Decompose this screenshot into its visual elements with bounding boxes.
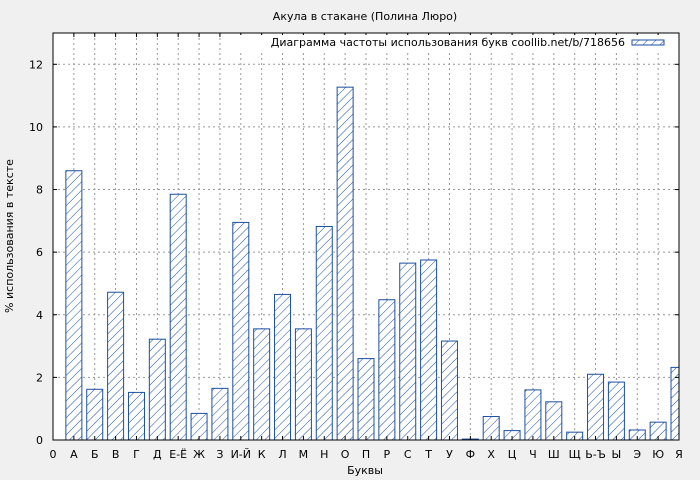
bar	[65, 170, 83, 441]
x-tick-label: Щ	[569, 448, 581, 461]
y-tick-label: 10	[29, 121, 43, 134]
bar	[274, 293, 292, 441]
bar	[148, 338, 166, 441]
x-tick-label: Ш	[548, 448, 560, 461]
y-tick-label: 2	[36, 371, 43, 384]
bar	[399, 262, 417, 441]
x-tick-label: Л	[278, 448, 286, 461]
bars	[65, 86, 680, 441]
x-tick-label: П	[362, 448, 370, 461]
grid-lines	[53, 33, 679, 440]
x-tick-label: С	[404, 448, 412, 461]
x-tick-label: Э	[633, 448, 641, 461]
x-tick-label: В	[112, 448, 120, 461]
x-tick-label: Я	[675, 448, 683, 461]
x-tick-label: А	[70, 448, 78, 461]
y-tick-label: 0	[36, 434, 43, 447]
x-tick-label: К	[258, 448, 266, 461]
x-tick-label: Ф	[466, 448, 475, 461]
x-tick-label: Р	[384, 448, 391, 461]
bar	[587, 373, 605, 441]
y-tick-label: 8	[36, 184, 43, 197]
bar	[336, 86, 354, 441]
legend-box	[240, 35, 676, 51]
y-axis-label: % использования в тексте	[3, 159, 16, 313]
y-tick-label: 4	[36, 309, 43, 322]
x-axis-ticks: 0 А Б В Г Д Е-Ё Ж З И-Й К Л М Н О П Р С Т У Ф Х Ц Ч Ш Щ Ь-Ъ Ы Э Ю Я	[50, 33, 683, 461]
bar	[378, 299, 396, 441]
x-tick-label: Д	[153, 448, 162, 461]
x-tick-label: О	[341, 448, 350, 461]
legend-swatch	[631, 39, 665, 46]
bar	[211, 387, 229, 441]
x-tick-label: Ц	[508, 448, 517, 461]
x-axis-label: Буквы	[347, 464, 383, 477]
y-tick-label: 12	[29, 58, 43, 71]
bar	[357, 358, 375, 441]
bar	[607, 381, 625, 441]
bar	[127, 391, 145, 441]
x-tick-label: Г	[133, 448, 140, 461]
x-tick-label: 0	[50, 448, 57, 461]
x-tick-label: З	[216, 448, 223, 461]
y-tick-label: 6	[36, 246, 43, 259]
x-tick-label: Х	[487, 448, 495, 461]
x-tick-label: Н	[320, 448, 328, 461]
x-tick-label: Т	[424, 448, 432, 461]
bar	[440, 340, 458, 441]
bar	[294, 328, 312, 441]
bar	[420, 259, 438, 441]
x-tick-label: Ю	[652, 448, 664, 461]
x-tick-label: У	[446, 448, 453, 461]
bar	[169, 193, 187, 441]
bar	[86, 388, 104, 441]
chart-title: Акула в стакане (Полина Люро)	[273, 10, 457, 23]
bar	[545, 401, 563, 441]
x-tick-label: Ч	[529, 448, 537, 461]
x-tick-label: Е-Ё	[169, 448, 187, 461]
bar	[670, 366, 680, 441]
x-tick-label: Б	[91, 448, 99, 461]
bar	[232, 221, 250, 441]
bar	[315, 225, 333, 441]
y-axis-ticks: 0 2 4 6 8 10 12	[29, 58, 679, 447]
x-tick-label: И-Й	[231, 448, 251, 461]
bar	[107, 291, 125, 441]
bar	[524, 389, 542, 441]
x-tick-label: Ж	[193, 448, 205, 461]
legend: Диаграмма частоты использования букв coo…	[240, 35, 676, 51]
x-tick-label: Ы	[612, 448, 622, 461]
legend-label: Диаграмма частоты использования букв coo…	[271, 36, 625, 49]
x-tick-label: М	[299, 448, 309, 461]
bar	[253, 328, 271, 441]
x-tick-label: Ь-Ъ	[585, 448, 606, 461]
